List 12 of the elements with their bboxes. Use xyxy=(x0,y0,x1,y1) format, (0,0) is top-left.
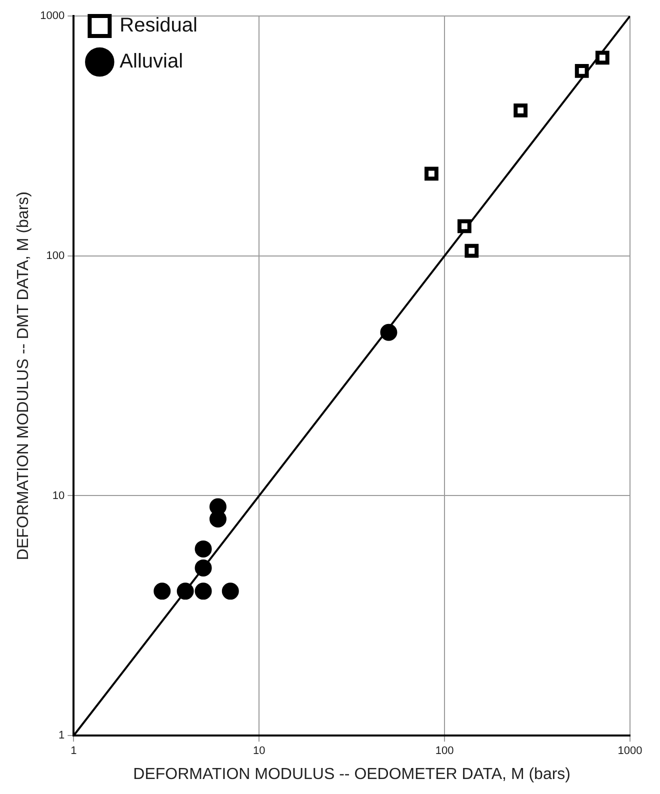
x-tick-label: 1 xyxy=(70,745,77,758)
x-tick-label: 10 xyxy=(252,745,266,758)
x-axis-title: DEFORMATION MODULUS -- OEDOMETER DATA, M (bars) xyxy=(133,766,571,783)
legend-label: Residual xyxy=(120,14,198,37)
y-tick-label: 100 xyxy=(46,250,65,262)
y-tick-label: 1 xyxy=(58,730,65,742)
y-tick-label: 1000 xyxy=(40,10,65,22)
x-tick-label: 100 xyxy=(435,745,454,758)
y-tick-label: 10 xyxy=(52,490,65,502)
legend-label: Alluvial xyxy=(120,50,184,73)
y-axis-title: DEFORMATION MODULUS -- DMT DATA, M (bars) xyxy=(15,192,32,560)
x-tick-label: 1000 xyxy=(618,745,642,758)
